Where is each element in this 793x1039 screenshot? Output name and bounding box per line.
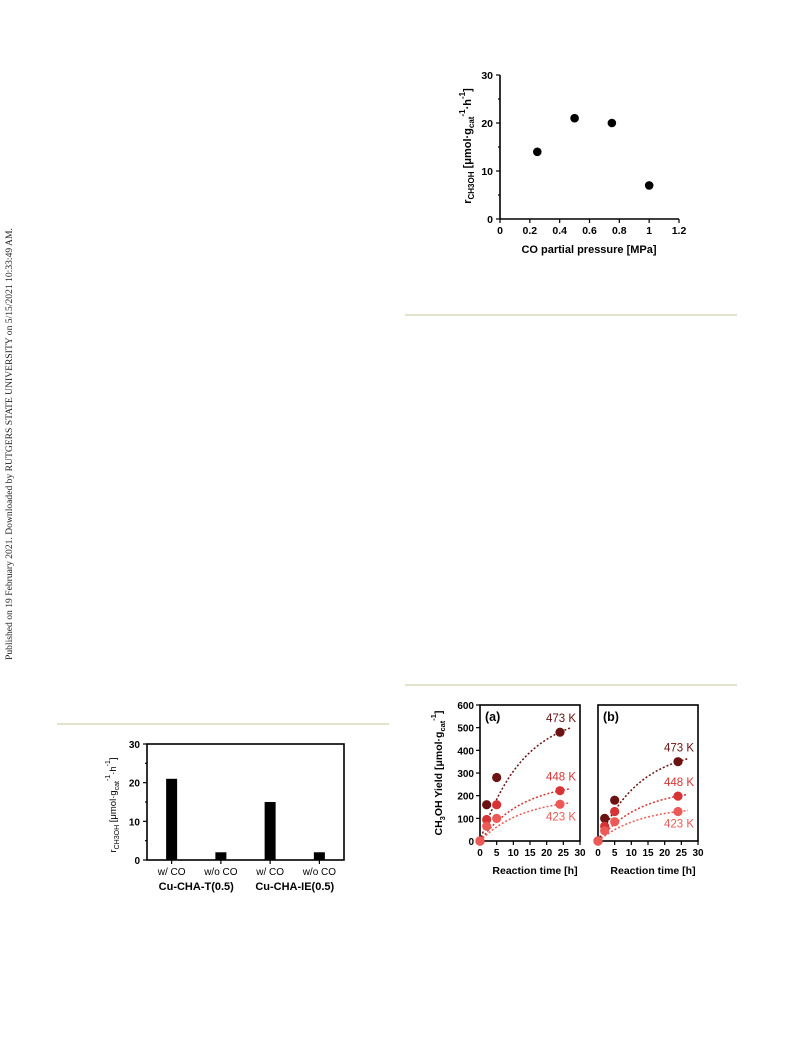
- x-tick-label: 0: [497, 225, 503, 237]
- data-point: [600, 826, 610, 836]
- divider-rule-top-right: [405, 314, 737, 316]
- y-tick-label: 500: [457, 724, 474, 735]
- y-tick-label: 400: [457, 746, 474, 757]
- co-pressure-scatter-chart: 0 10 20 30 0 0.2 0.4 0.6 0.8 1 1.2 CO partial pres…: [458, 70, 687, 256]
- x-tick-label: 5: [494, 848, 500, 859]
- panel-label: (a): [485, 710, 500, 724]
- fit-curve: [479, 802, 571, 842]
- x-tick-label: 25: [676, 848, 688, 859]
- group-label: Cu-CHA-IE(0.5): [255, 881, 334, 893]
- methanol-rate-bar-chart: 0 10 20 30 w/ CO w/o CO w/ CO w/o CO Cu-CHA-T(…: [105, 740, 345, 893]
- fit-curve: [479, 788, 571, 842]
- x-tick-label: 20: [541, 848, 553, 859]
- x-axis-label: CO partial pressure [MPa]: [521, 244, 656, 256]
- y-tick-label: 300: [457, 769, 474, 780]
- y-tick-label: 0: [134, 856, 140, 867]
- y-tick-label: 30: [129, 740, 141, 751]
- category-label: w/o CO: [203, 867, 238, 878]
- x-tick-label: 0: [477, 848, 483, 859]
- data-point: [593, 836, 603, 846]
- series-label: 423 K: [546, 811, 576, 823]
- x-tick-label: 1.2: [672, 225, 687, 237]
- data-point: [475, 836, 485, 846]
- x-axis-label: Reaction time [h]: [492, 865, 577, 877]
- bar: [313, 852, 325, 860]
- series-label: 448 K: [664, 777, 694, 789]
- category-label: w/ CO: [255, 867, 284, 878]
- series-label: 473 K: [546, 713, 576, 725]
- group-label: Cu-CHA-T(0.5): [159, 881, 234, 893]
- category-label: w/o CO: [302, 867, 337, 878]
- y-tick-label: 0: [468, 837, 474, 848]
- data-point: [610, 817, 620, 827]
- x-tick-label: 0.8: [612, 225, 627, 237]
- data-point: [555, 786, 565, 796]
- x-tick-label: 0.4: [552, 225, 567, 237]
- x-tick-label: 30: [574, 848, 586, 859]
- y-tick-label: 0: [487, 214, 493, 226]
- data-point: [492, 772, 502, 783]
- x-tick-label: 10: [508, 848, 520, 859]
- data-point: [492, 813, 502, 823]
- fit-curve: [597, 809, 689, 842]
- x-tick-label: 20: [659, 848, 671, 859]
- data-point: [532, 147, 542, 157]
- divider-rule-left: [57, 723, 389, 725]
- bar: [215, 852, 227, 860]
- x-tick-label: 0.2: [523, 225, 538, 237]
- x-tick-label: 30: [692, 848, 704, 859]
- y-tick-label: 10: [481, 166, 493, 178]
- data-point: [570, 113, 579, 123]
- y-tick-label: 200: [457, 792, 474, 803]
- data-point: [644, 181, 654, 190]
- data-point: [673, 791, 683, 801]
- y-axis-label: rCH3OH [μmol·gcat-1·h-1]: [458, 88, 476, 204]
- y-tick-label: 30: [481, 70, 493, 82]
- x-tick-label: 15: [524, 848, 536, 859]
- y-tick-label: 600: [457, 701, 474, 712]
- y-tick-label: 20: [129, 779, 141, 790]
- x-tick-label: 5: [612, 848, 618, 859]
- data-point: [555, 727, 565, 737]
- x-tick-label: 25: [558, 848, 570, 859]
- x-axis-label: Reaction time [h]: [610, 865, 695, 877]
- divider-rule-mid-right: [405, 684, 737, 686]
- data-point: [492, 800, 502, 810]
- data-point: [610, 795, 620, 805]
- x-tick-label: 10: [626, 848, 638, 859]
- data-point: [482, 814, 492, 825]
- x-tick-label: 0.6: [582, 225, 597, 237]
- data-point: [600, 813, 610, 823]
- data-point: [610, 806, 620, 817]
- y-tick-label: 100: [457, 814, 474, 825]
- data-point: [673, 806, 683, 817]
- series-label: 423 K: [664, 819, 694, 831]
- y-tick-label: 10: [129, 817, 141, 828]
- bar: [264, 802, 276, 860]
- category-label: w/ CO: [157, 867, 186, 878]
- x-tick-label: 1: [646, 225, 652, 237]
- data-point: [482, 800, 492, 810]
- data-point: [607, 118, 617, 128]
- x-tick-label: 0: [595, 848, 601, 859]
- y-axis-label: rCH3OH [μmol·gcat-1·h-1]: [105, 757, 121, 852]
- data-point: [555, 799, 565, 809]
- download-margin-note: Published on 19 February 2021. Downloade…: [4, 228, 15, 660]
- y-tick-label: 20: [481, 118, 493, 130]
- y-axis-label: CH3OH Yield [μmol·gcat-1]: [429, 711, 447, 836]
- series-label: 473 K: [664, 743, 694, 755]
- series-label: 448 K: [546, 772, 576, 784]
- x-tick-label: 15: [642, 848, 654, 859]
- fit-curve: [597, 757, 689, 842]
- panel-label: (b): [603, 710, 619, 724]
- bar: [166, 778, 178, 860]
- panel-b: 0 5 10 15 20 25 30 Reaction time [h] (b) 473 K 448…: [593, 704, 704, 877]
- data-point: [482, 821, 492, 831]
- data-point: [673, 757, 683, 767]
